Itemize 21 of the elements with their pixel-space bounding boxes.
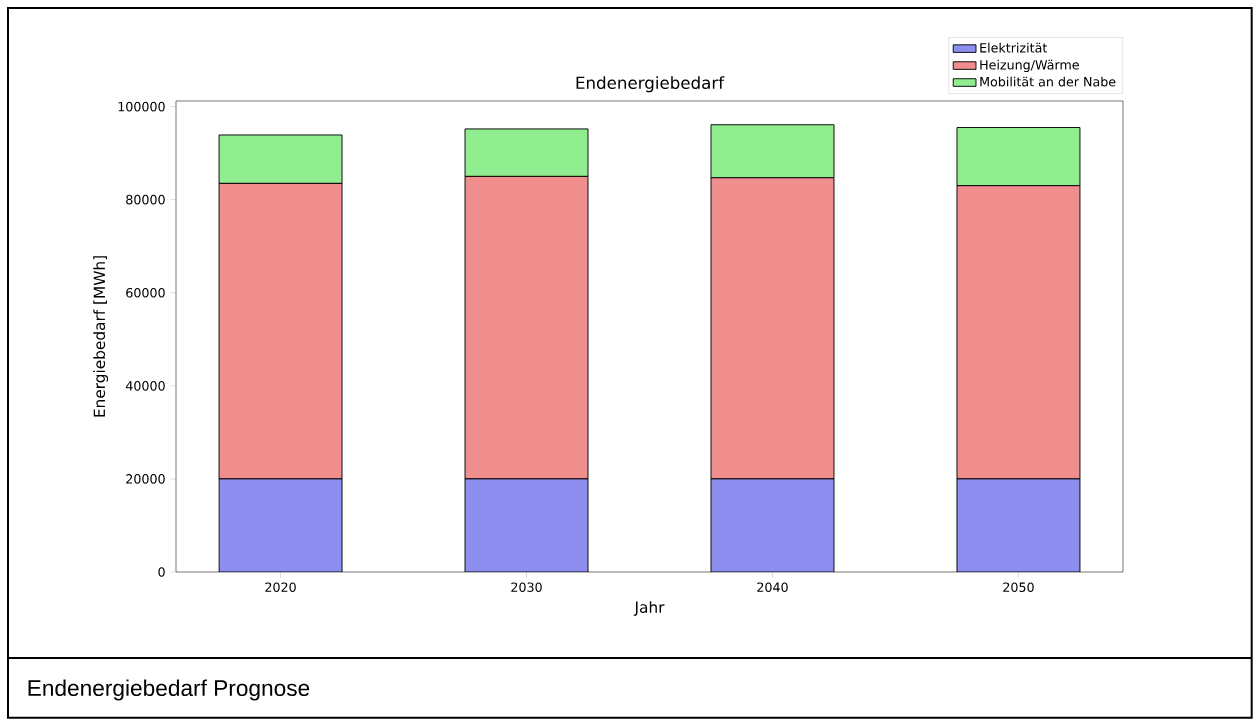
bar [956, 478, 1081, 572]
y-tick-label: 100000 [118, 101, 165, 112]
x-tick-label: 2030 [511, 582, 542, 592]
y-tick-label: 0 [158, 567, 165, 577]
bar [710, 478, 835, 572]
x-tick-label: 2050 [1003, 582, 1034, 592]
y-tick-label: 60000 [126, 287, 165, 298]
y-tick-label: 20000 [126, 474, 165, 484]
y-axis-title: Energiebedarf [MWh] [93, 256, 109, 417]
x-tick-label: 2040 [757, 582, 788, 592]
legend-label: Elektrizität [980, 42, 1048, 53]
chart-title: Endenergiebedarf [576, 76, 725, 93]
x-axis-title: Jahr [633, 601, 665, 616]
text: Endenergiebedarf Prognose [28, 679, 310, 701]
bar [218, 478, 343, 572]
legend-label: Heizung/Wärme [980, 59, 1079, 73]
y-tick-label: 40000 [125, 381, 165, 391]
y-tick-label: 80000 [126, 194, 165, 205]
legend-label: Mobilität an der Nabe [980, 76, 1116, 87]
x-tick-label: 2020 [265, 582, 296, 592]
bar [464, 478, 589, 572]
